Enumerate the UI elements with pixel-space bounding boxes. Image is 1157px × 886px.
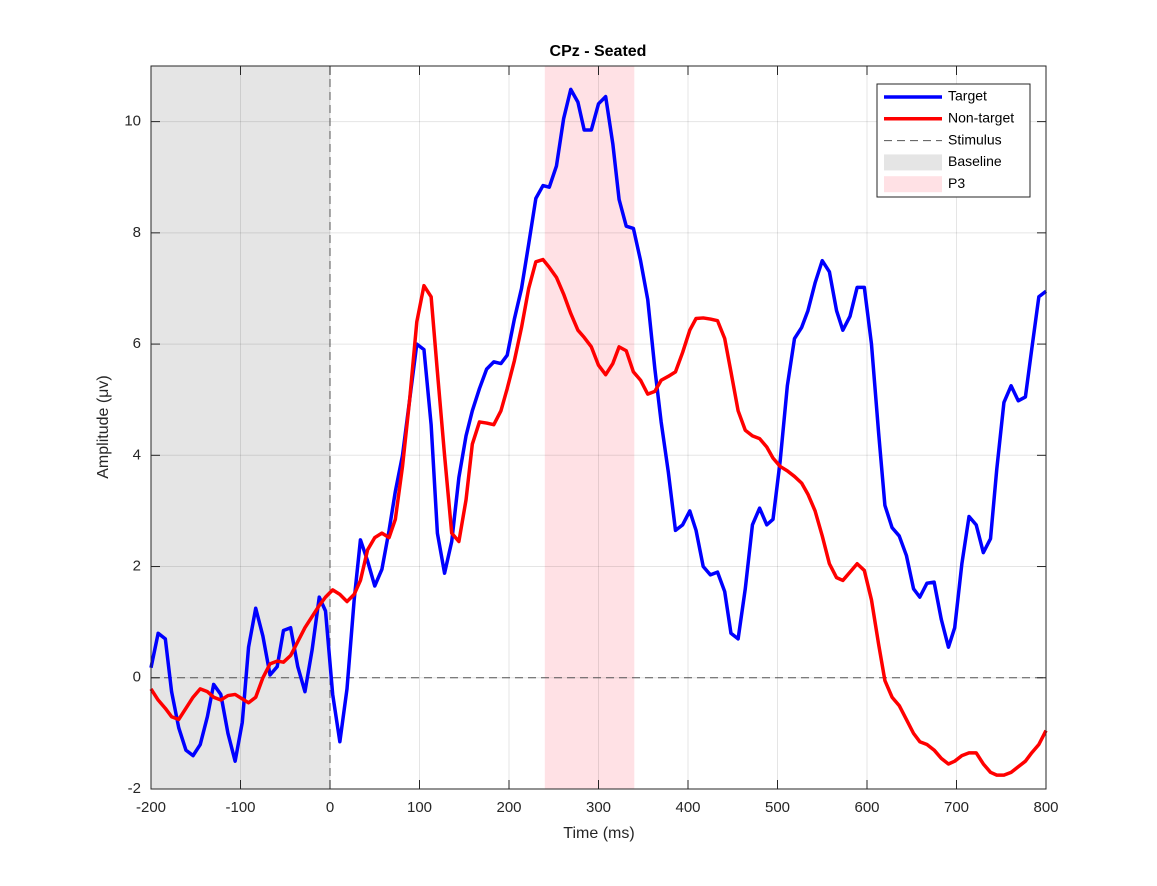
legend-label: Stimulus (948, 131, 1002, 147)
y-tick-label: 10 (124, 113, 141, 130)
y-tick-label: -2 (128, 780, 141, 797)
x-tick-label: -200 (136, 799, 166, 816)
x-tick-label: 100 (407, 799, 432, 816)
x-tick-label: 800 (1033, 799, 1058, 816)
region (151, 66, 330, 789)
y-tick-label: 0 (133, 669, 141, 686)
x-tick-label: -100 (225, 799, 255, 816)
legend-swatch (884, 154, 942, 171)
x-tick-label: 700 (944, 799, 969, 816)
x-tick-label: 500 (765, 799, 790, 816)
legend-swatch (884, 176, 942, 193)
y-tick-label: 4 (133, 446, 141, 463)
y-tick-label: 6 (133, 335, 141, 352)
chart-title: CPz - Seated (550, 43, 647, 60)
x-tick-label: 400 (675, 799, 700, 816)
legend-label: Non-target (948, 110, 1014, 126)
legend-label: Baseline (948, 153, 1002, 169)
x-axis-label: Time (ms) (563, 825, 634, 842)
legend: Target Non-target Stimulus Baseline P3 (876, 83, 1031, 198)
x-tick-label: 300 (586, 799, 611, 816)
x-tick-label: 600 (854, 799, 879, 816)
series-line (149, 257, 1048, 777)
legend-label: Target (948, 88, 987, 104)
y-tick-label: 8 (133, 224, 141, 241)
legend-label: P3 (948, 175, 965, 191)
x-tick-label: 200 (496, 799, 521, 816)
y-axis-label: Amplitude (μv) (95, 375, 112, 478)
x-tick-label: 0 (326, 799, 334, 816)
series-line (149, 87, 1048, 763)
region (544, 66, 635, 789)
y-tick-label: 2 (133, 558, 141, 575)
